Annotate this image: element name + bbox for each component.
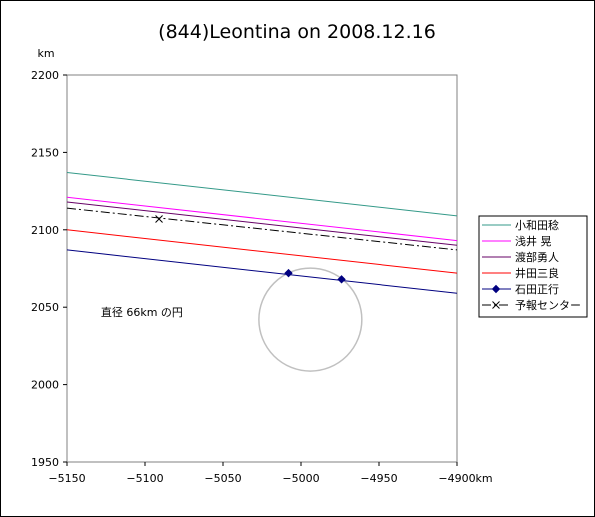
- y-tick-label: 2000: [31, 379, 59, 392]
- annotation-layer: 直径 66km の円: [101, 305, 183, 319]
- x-axis-label: km: [475, 472, 492, 485]
- series-line-1: [67, 172, 457, 217]
- y-axis-label: km: [37, 47, 54, 60]
- y-tick-label: 2050: [31, 301, 59, 314]
- y-tick-label: 2150: [31, 146, 59, 159]
- legend-marker: [491, 284, 501, 294]
- series-line-3: [67, 201, 457, 246]
- x-tick-label: −4900: [438, 472, 475, 485]
- legend-label: 井田三良: [515, 266, 559, 280]
- y-tick-label: 2200: [31, 69, 59, 82]
- series-layer: [67, 172, 457, 372]
- x-tick-label: −5050: [204, 472, 241, 485]
- legend-label: 小和田稔: [515, 218, 559, 232]
- x-tick-label: −5100: [126, 472, 163, 485]
- legend: [478, 215, 588, 318]
- legend-label: 予報センター: [515, 299, 581, 312]
- legend-marker-stroke: [492, 301, 500, 309]
- legend-label: 浅井 晃: [515, 234, 552, 248]
- series-line-6: [67, 207, 457, 251]
- series-line-2: [67, 196, 457, 242]
- y-tick-label: 1950: [31, 456, 59, 469]
- series-line-4: [67, 229, 457, 274]
- series-marker-5: [284, 268, 293, 278]
- x-tick-label: −5150: [48, 472, 85, 485]
- legend-marker: [492, 301, 500, 309]
- legend-label: 渡部勇人: [515, 250, 559, 264]
- x-axis-ticks: −5150 −5100 −5050 −5000 −4950 −4900: [48, 462, 476, 485]
- x-tick-label: −4950: [360, 472, 397, 485]
- series-marker-5: [337, 275, 346, 284]
- x-tick-label: −5000: [282, 472, 319, 485]
- series-marker-6: [155, 215, 163, 223]
- series-line-5: [67, 249, 457, 294]
- plot-area: [66, 74, 458, 463]
- y-tick-label: 2100: [31, 224, 59, 237]
- diameter-circle: [258, 267, 363, 372]
- legend-label: 石田正行: [515, 283, 559, 296]
- series-marker-6-stroke: [155, 215, 163, 223]
- chart-title: (844)Leontina on 2008.12.16: [158, 21, 436, 43]
- y-axis-ticks: 1950 2000 2050 2100 2150 2200: [31, 69, 67, 469]
- marker-layer: [155, 215, 346, 284]
- annotation-label: 直径 66km の円: [101, 305, 183, 319]
